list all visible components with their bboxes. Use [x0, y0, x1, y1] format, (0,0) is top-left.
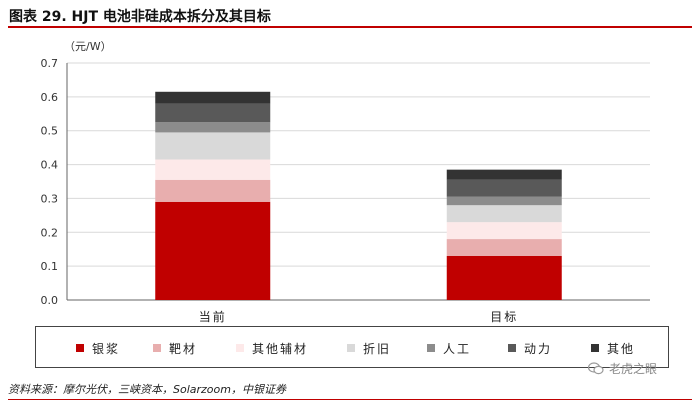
- legend-label: 银浆: [92, 341, 121, 356]
- x-tick-label: 当前: [199, 309, 227, 324]
- x-tick-label: 目标: [490, 310, 518, 324]
- wechat-icon: [588, 362, 604, 375]
- legend-swatch: [508, 344, 516, 352]
- bar-segment: [155, 103, 271, 123]
- bottom-rule: [8, 399, 692, 400]
- legend: 银浆 靶材 其他辅材 折旧 人工 动力 其他: [35, 326, 669, 368]
- y-tick-label: 0.4: [41, 159, 59, 172]
- legend-label: 靶材: [169, 341, 198, 356]
- legend-label: 其他: [607, 341, 636, 356]
- legend-label: 人工: [443, 341, 472, 356]
- bar-segment: [446, 239, 562, 256]
- y-tick-label: 0.2: [41, 226, 59, 239]
- legend-item-silver-paste: 银浆: [76, 340, 120, 356]
- bar-segment: [155, 132, 271, 160]
- legend-item-others: 其他: [591, 340, 635, 356]
- legend-swatch: [347, 344, 355, 352]
- stacked-bar-chart: 0.0 0.1 0.2 0.3 0.4 0.5 0.6 0.7 当前 目标: [41, 57, 650, 324]
- legend-item-other-materials: 其他辅材: [236, 340, 308, 356]
- legend-swatch: [76, 344, 84, 352]
- legend-swatch: [236, 344, 244, 352]
- legend-item-power: 动力: [508, 340, 552, 356]
- bar-segment: [446, 179, 562, 197]
- legend-item-labor: 人工: [427, 340, 471, 356]
- source-note: 资料来源：摩尔光伏，三峡资本，Solarzoom，中银证券: [8, 383, 286, 396]
- y-tick-label: 0.0: [41, 294, 59, 307]
- chart-title: 图表 29. HJT 电池非硅成本拆分及其目标: [9, 9, 271, 25]
- y-tick-label: 0.7: [41, 57, 59, 70]
- bar-segment: [155, 159, 271, 180]
- bar-segment: [446, 255, 562, 300]
- bar-segment: [446, 205, 562, 223]
- legend-swatch: [427, 344, 435, 352]
- y-tick-label: 0.5: [41, 125, 59, 138]
- legend-label: 折旧: [363, 341, 392, 356]
- title-rule: [8, 26, 692, 28]
- watermark: 老虎之眼: [588, 360, 657, 377]
- legend-label: 动力: [524, 341, 553, 356]
- y-tick-label: 0.3: [41, 192, 59, 205]
- bar-segment: [155, 201, 271, 300]
- bar-segment: [155, 179, 271, 202]
- bar-segment: [155, 91, 271, 104]
- y-tick-label: 0.1: [41, 260, 59, 273]
- bar-segment: [446, 169, 562, 180]
- watermark-text: 老虎之眼: [609, 362, 658, 376]
- legend-item-depreciation: 折旧: [347, 340, 391, 356]
- legend-label: 其他辅材: [252, 341, 309, 356]
- legend-swatch: [591, 344, 599, 352]
- y-axis-unit: （元/W）: [64, 40, 112, 53]
- bar-segment: [446, 196, 562, 206]
- legend-item-target: 靶材: [153, 340, 197, 356]
- legend-swatch: [153, 344, 161, 352]
- bar-segment: [155, 122, 271, 133]
- bar-segment: [446, 222, 562, 240]
- y-tick-label: 0.6: [41, 91, 59, 104]
